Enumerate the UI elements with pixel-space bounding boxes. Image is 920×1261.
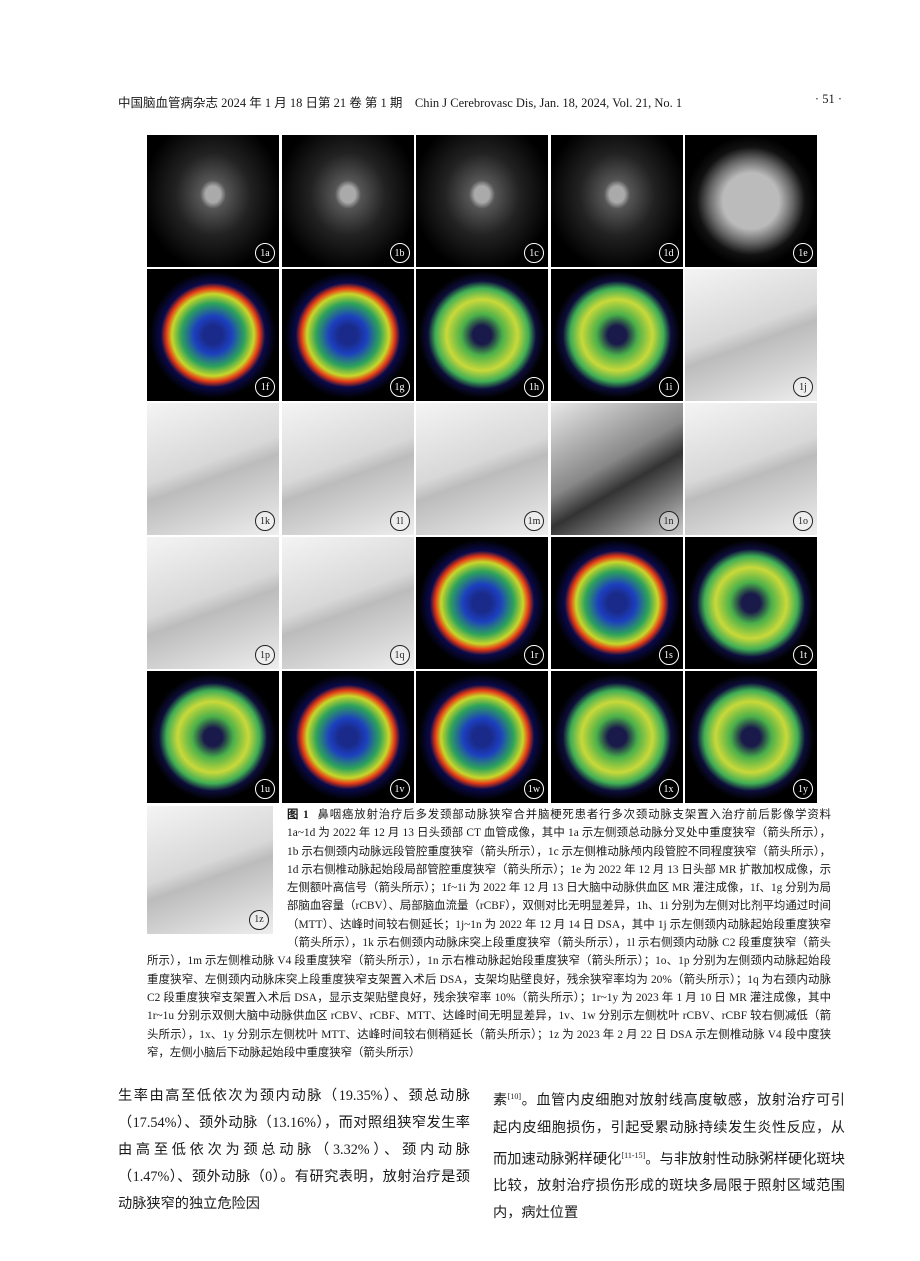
panel-label: 1c xyxy=(524,243,544,263)
panel-label: 1a xyxy=(255,243,275,263)
image-panel: 1t xyxy=(685,537,817,669)
image-panel: 1m xyxy=(416,403,548,535)
image-panel: 1y xyxy=(685,671,817,803)
panel-label: 1j xyxy=(793,377,813,397)
citation: [11-15] xyxy=(621,1150,646,1160)
image-panel: 1a xyxy=(147,135,279,267)
panel-label: 1l xyxy=(389,511,410,531)
image-panel: 1c xyxy=(416,135,548,267)
panel-label: 1x xyxy=(658,779,679,799)
figure-caption: 1z 图 1 鼻咽癌放射治疗后多发颈部动脉狭窄合并脑梗死患者行多次颈动脉支架置入治… xyxy=(147,806,842,1062)
body-text-run: 。血管内皮细胞对放射线高度敏感，放射治疗可引起内皮细胞损伤，引起受累动脉持续发生… xyxy=(493,1092,845,1168)
figure-grid: 1a 1b 1c 1d 1e 1f 1g 1h 1i 1j 1k 1l 1m 1n 1o 1p 1q 1r 1s 1t… xyxy=(147,135,817,803)
panel-label: 1e xyxy=(793,243,813,263)
panel-label: 1g xyxy=(389,377,410,397)
image-panel: 1l xyxy=(281,403,414,535)
panel-label: 1r xyxy=(524,645,544,665)
image-panel: 1i xyxy=(550,269,683,401)
page-number: · 51 · xyxy=(814,92,842,106)
panel-label: 1k xyxy=(255,511,275,531)
caption-title: 图 1 xyxy=(287,809,309,821)
image-panel: 1o xyxy=(685,403,817,535)
panel-label: 1t xyxy=(793,645,813,665)
image-panel: 1p xyxy=(147,537,279,669)
image-panel: 1d xyxy=(550,135,683,267)
panel-label: 1d xyxy=(658,243,679,263)
image-panel: 1x xyxy=(550,671,683,803)
body-text: 生率由高至低依次为颈内动脉（19.35%）、颈总动脉（17.54%）、颈外动脉（… xyxy=(118,1088,470,1212)
panel-label: 1p xyxy=(255,645,275,665)
image-panel: 1j xyxy=(685,269,817,401)
panel-label: 1m xyxy=(524,511,544,531)
panel-label: 1z xyxy=(249,910,269,930)
image-panel: 1b xyxy=(281,135,414,267)
panel-label: 1s xyxy=(658,645,679,665)
panel-label: 1y xyxy=(793,779,813,799)
image-panel: 1s xyxy=(550,537,683,669)
image-panel: 1z xyxy=(147,806,273,934)
image-panel: 1h xyxy=(416,269,548,401)
running-header: 中国脑血管病杂志 2024 年 1 月 18 日第 21 卷 第 1 期 Chi… xyxy=(118,96,683,110)
caption-text: 鼻咽癌放射治疗后多发颈部动脉狭窄合并脑梗死患者行多次颈动脉支架置入治疗前后影像学… xyxy=(147,809,843,1059)
panel-label: 1o xyxy=(793,511,813,531)
panel-label: 1n xyxy=(658,511,679,531)
image-panel: 1q xyxy=(281,537,414,669)
panel-label: 1q xyxy=(389,645,410,665)
image-panel: 1g xyxy=(281,269,414,401)
panel-label: 1i xyxy=(658,377,679,397)
image-panel: 1e xyxy=(685,135,817,267)
body-text-run: 素 xyxy=(493,1092,508,1109)
citation: [10] xyxy=(507,1092,522,1101)
body-text: 素[10]。血管内皮细胞对放射线高度敏感，放射治疗可引起内皮细胞损伤，引起受累动… xyxy=(493,1083,845,1227)
image-panel: 1u xyxy=(147,671,279,803)
panel-label: 1v xyxy=(389,779,410,799)
image-panel: 1v xyxy=(281,671,414,803)
image-panel: 1r xyxy=(416,537,548,669)
image-panel: 1f xyxy=(147,269,279,401)
panel-label: 1b xyxy=(389,243,410,263)
image-panel: 1w xyxy=(416,671,548,803)
body-text-run: 。与非放射性动脉粥样硬化斑块比较，放射治疗损伤形成的斑块多局限于照射区域范围内，… xyxy=(493,1151,845,1222)
panel-label: 1h xyxy=(524,377,544,397)
panel-label: 1u xyxy=(255,779,275,799)
image-panel: 1n xyxy=(550,403,683,535)
panel-label: 1f xyxy=(255,377,275,397)
panel-label: 1w xyxy=(524,779,544,799)
image-panel: 1k xyxy=(147,403,279,535)
